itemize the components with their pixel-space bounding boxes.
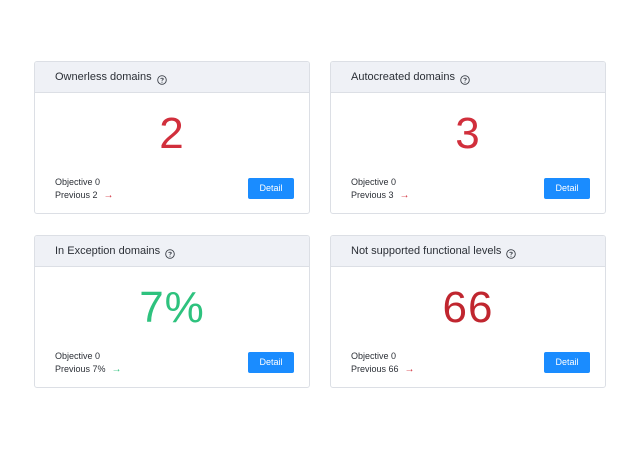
card-header: Not supported functional levels <box>331 236 605 267</box>
metric-meta: Objective 0 Previous 2 → <box>55 176 114 202</box>
detail-button[interactable]: Detail <box>544 178 590 199</box>
card-not-supported-functional-levels: Not supported functional levels 66 Objec… <box>330 235 606 388</box>
objective-text: Objective 0 <box>351 177 397 187</box>
help-icon[interactable] <box>165 246 175 259</box>
card-title: In Exception domains <box>55 245 161 257</box>
objective-text: Objective 0 <box>55 177 101 187</box>
arrow-right-icon: → <box>404 363 415 375</box>
objective-text: Objective 0 <box>55 351 101 361</box>
metric-value: 2 <box>159 109 185 158</box>
objective-text: Objective 0 <box>351 351 397 361</box>
previous-text: Previous 2 <box>55 190 98 200</box>
metric-meta: Objective 0 Previous 3 → <box>351 176 410 202</box>
detail-button[interactable]: Detail <box>544 352 590 373</box>
metric-value: 3 <box>455 109 481 158</box>
card-title: Ownerless domains <box>55 71 152 83</box>
help-icon[interactable] <box>156 72 167 85</box>
metric-value: 7% <box>139 283 205 332</box>
previous-text: Previous 66 <box>351 364 399 374</box>
help-icon[interactable] <box>460 72 470 85</box>
arrow-right-icon: → <box>111 363 122 375</box>
card-title: Autocreated domains <box>351 71 455 83</box>
detail-button[interactable]: Detail <box>248 178 294 199</box>
card-header: In Exception domains <box>35 236 309 267</box>
arrow-right-icon: → <box>399 189 410 201</box>
card-autocreated-domains: Autocreated domains 3 Objective 0 Previo… <box>330 61 606 214</box>
metric-meta: Objective 0 Previous 66 → <box>351 350 415 376</box>
metric-meta: Objective 0 Previous 7% → <box>55 350 122 376</box>
card-ownerless-domains: Ownerless domains 2 Objective 0 Previous… <box>34 61 310 214</box>
detail-button[interactable]: Detail <box>248 352 294 373</box>
metric-value: 66 <box>442 283 494 332</box>
card-header: Autocreated domains <box>331 62 605 93</box>
previous-text: Previous 7% <box>55 364 106 374</box>
help-icon[interactable] <box>506 246 517 259</box>
arrow-right-icon: → <box>103 189 114 201</box>
card-in-exception-domains: In Exception domains 7% Objective 0 Prev… <box>34 235 310 388</box>
card-header: Ownerless domains <box>35 62 309 93</box>
card-title: Not supported functional levels <box>351 245 502 257</box>
previous-text: Previous 3 <box>351 190 394 200</box>
